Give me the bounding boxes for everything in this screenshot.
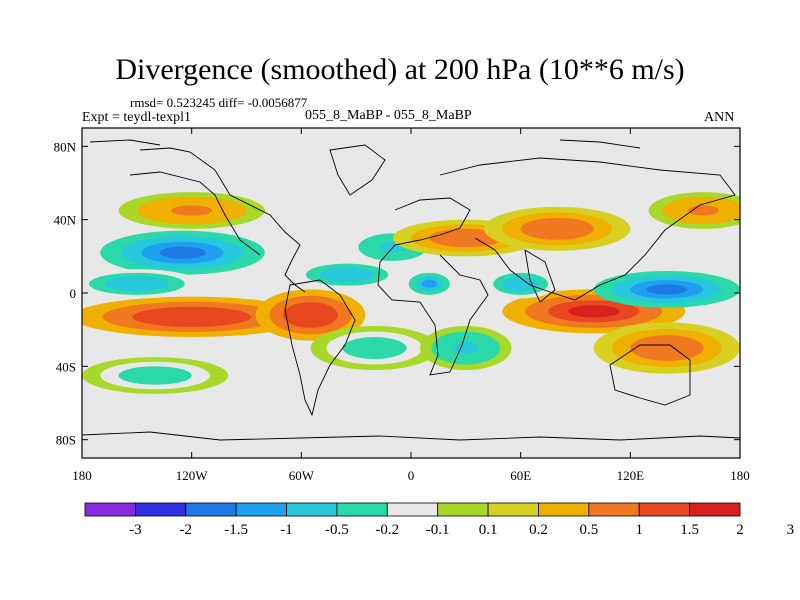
colorbar-label: 0.5 <box>579 522 598 538</box>
colorbar: -3 -2 -1.5 -1 -0.5 -0.2 -0.1 0.1 0.2 0.5 1 1.5 2 3 <box>84 502 795 538</box>
lon-tick-label: 60E <box>510 468 531 483</box>
divergence-anomaly <box>648 192 740 229</box>
divergence-anomaly <box>82 296 311 337</box>
contour-band <box>118 279 155 288</box>
rmsd-diff-stats: rmsd= 0.523245 diff= -0.0056877 <box>130 95 308 110</box>
coastlines <box>82 139 740 441</box>
lon-tick-label: 0 <box>408 468 415 483</box>
season-label: ANN <box>704 110 735 125</box>
colorbar-label: -1.5 <box>224 522 248 538</box>
colorbar-swatch <box>487 502 539 517</box>
case-names: 055_8_MaBP - 055_8_MaBP <box>305 108 472 123</box>
colorbar-label: -0.1 <box>426 522 450 538</box>
divergence-anomaly <box>401 269 457 299</box>
lat-tick-label: 0 <box>70 286 77 301</box>
divergence-field <box>82 192 740 394</box>
contour-band <box>646 340 688 356</box>
divergence-anomaly <box>420 326 512 370</box>
divergence-anomaly <box>593 271 740 308</box>
contour-band <box>453 341 479 355</box>
colorbar-label: -1 <box>280 522 293 538</box>
colorbar-swatch <box>538 502 590 517</box>
divergence-anomaly <box>310 326 439 370</box>
colorbar-swatch <box>84 502 136 517</box>
lat-tick-label: 40S <box>56 359 76 374</box>
colorbar-label: 3 <box>787 522 795 538</box>
contour-band <box>171 205 213 216</box>
colorbar-swatch <box>286 502 338 517</box>
contour-band <box>568 305 620 318</box>
experiment-label: Expt = teydl-texpl1 <box>82 110 191 125</box>
colorbar-swatch <box>336 502 388 517</box>
map-title: Divergence (smoothed) at 200 hPa (10**6 … <box>115 53 685 86</box>
divergence-anomaly <box>255 289 366 341</box>
colorbar-swatch <box>588 502 640 517</box>
colorbar-swatch <box>638 502 691 517</box>
contour-band <box>159 246 206 259</box>
divergence-anomaly <box>82 269 201 299</box>
divergence-anomaly <box>593 322 740 374</box>
divergence-anomaly <box>100 230 265 275</box>
divergence-anomaly <box>118 192 265 229</box>
divergence-anomaly <box>484 269 558 299</box>
colorbar-swatch <box>437 502 489 517</box>
contour-band <box>295 307 326 323</box>
lon-tick-label: 180 <box>72 468 92 483</box>
colorbar-swatch <box>134 502 187 517</box>
colorbar-label: 1.5 <box>680 522 699 538</box>
divergence-anomaly <box>292 260 402 290</box>
lat-tick-label: 80N <box>54 139 77 154</box>
lat-tick-label: 40N <box>54 213 77 228</box>
lon-tick-label: 120E <box>617 468 645 483</box>
lon-tick-label: 180 <box>730 468 750 483</box>
contour-band <box>134 370 176 381</box>
colorbar-label: -0.5 <box>325 522 349 538</box>
contour-band <box>445 232 487 244</box>
lat-tick-label: 80S <box>56 433 76 448</box>
colorbar-label: 0.2 <box>529 522 548 538</box>
contour-band <box>421 279 437 288</box>
contour-band <box>158 311 225 323</box>
contour-band <box>356 341 393 355</box>
divergence-anomaly <box>82 357 229 394</box>
lon-tick-label: 120W <box>176 468 209 483</box>
colorbar-label: 2 <box>736 522 744 538</box>
colorbar-swatch <box>185 502 237 517</box>
colorbar-swatch <box>386 502 439 517</box>
colorbar-swatch <box>689 502 741 517</box>
colorbar-label: 1 <box>635 522 643 538</box>
colorbar-label: 0.1 <box>479 522 498 538</box>
lon-tick-label: 60W <box>289 468 315 483</box>
colorbar-label: -2 <box>180 522 193 538</box>
divergence-anomaly <box>484 206 631 251</box>
colorbar-label: -3 <box>129 522 142 538</box>
colorbar-swatch <box>235 502 287 517</box>
contour-band <box>331 270 363 279</box>
contour-band <box>536 222 578 235</box>
colorbar-label: -0.2 <box>375 522 399 538</box>
contour-band <box>646 284 688 295</box>
